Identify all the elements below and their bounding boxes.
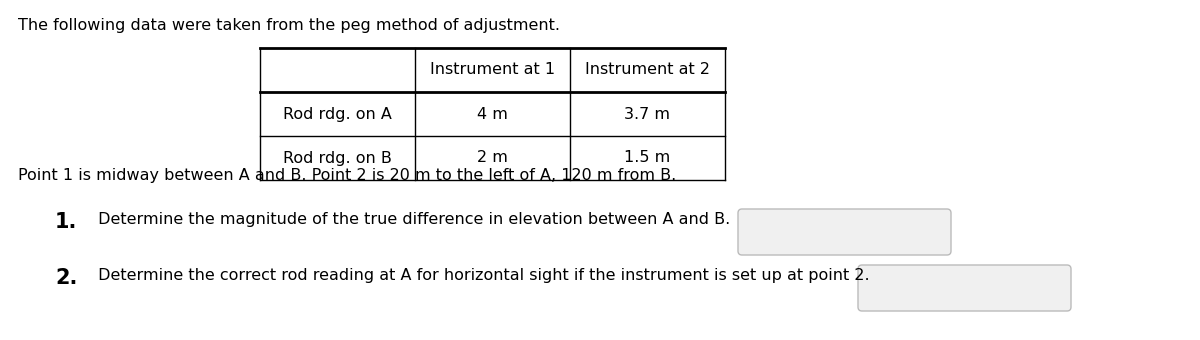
Text: 1.: 1.	[55, 212, 77, 232]
Text: Point 1 is midway between A and B. Point 2 is 20 m to the left of A, 120 m from : Point 1 is midway between A and B. Point…	[18, 168, 677, 183]
Text: The following data were taken from the peg method of adjustment.: The following data were taken from the p…	[18, 18, 560, 33]
Text: 4 m: 4 m	[478, 106, 508, 121]
Text: 3.7 m: 3.7 m	[624, 106, 671, 121]
Text: Rod rdg. on A: Rod rdg. on A	[283, 106, 392, 121]
Text: Instrument at 1: Instrument at 1	[430, 63, 556, 78]
Text: 2 m: 2 m	[478, 151, 508, 166]
Text: 2.: 2.	[55, 268, 77, 288]
Text: Rod rdg. on B: Rod rdg. on B	[283, 151, 392, 166]
FancyBboxPatch shape	[738, 209, 952, 255]
Text: 1.5 m: 1.5 m	[624, 151, 671, 166]
FancyBboxPatch shape	[858, 265, 1072, 311]
Text: Instrument at 2: Instrument at 2	[586, 63, 710, 78]
Text: Determine the magnitude of the true difference in elevation between A and B.: Determine the magnitude of the true diff…	[94, 212, 731, 227]
Text: Determine the correct rod reading at A for horizontal sight if the instrument is: Determine the correct rod reading at A f…	[94, 268, 870, 283]
